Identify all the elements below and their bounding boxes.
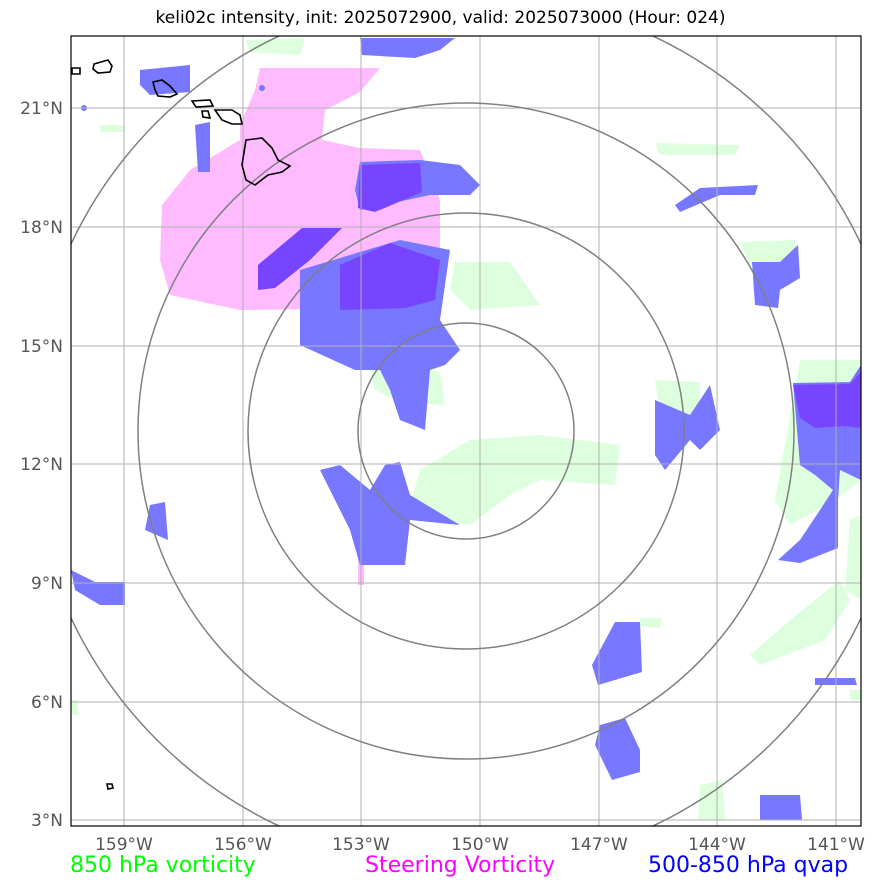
lat-tick-label: 3°N	[31, 811, 63, 831]
lon-tick-labels: 159°W 156°W 153°W 150°W 147°W 144°W 141°…	[95, 835, 865, 855]
lat-tick-label: 9°N	[31, 574, 63, 594]
lon-tick-label: 141°W	[807, 835, 865, 855]
vorticity-850-shading	[71, 38, 861, 820]
legend-qvap: 500-850 hPa qvap	[648, 853, 849, 878]
map-frame	[70, 35, 862, 827]
range-ring	[71, 36, 861, 826]
overlap-shading	[258, 163, 861, 428]
lat-lon-grid	[71, 36, 861, 826]
map-title: keli02c intensity, init: 2025072900, val…	[155, 8, 726, 28]
lon-tick-label: 153°W	[332, 835, 390, 855]
lon-tick-label: 159°W	[95, 835, 153, 855]
lat-tick-label: 12°N	[20, 455, 63, 475]
lat-tick-label: 6°N	[31, 693, 63, 713]
lat-tick-labels: 21°N 18°N 15°N 12°N 9°N 6°N 3°N	[20, 99, 63, 831]
coastlines	[71, 59, 292, 790]
qvap-shading	[71, 38, 861, 820]
legend-850-vorticity: 850 hPa vorticity	[70, 853, 256, 878]
range-ring	[357, 322, 575, 540]
legend-steering-vorticity: Steering Vorticity	[365, 853, 556, 878]
lon-tick-label: 147°W	[570, 835, 628, 855]
range-rings	[71, 36, 861, 826]
lon-tick-label: 150°W	[451, 835, 509, 855]
range-ring	[137, 102, 795, 760]
lat-tick-label: 15°N	[20, 337, 63, 357]
range-ring	[247, 212, 685, 650]
lon-tick-label: 156°W	[214, 835, 272, 855]
lon-tick-label: 144°W	[688, 835, 746, 855]
lat-tick-label: 18°N	[20, 218, 63, 238]
lat-tick-label: 21°N	[20, 99, 63, 119]
